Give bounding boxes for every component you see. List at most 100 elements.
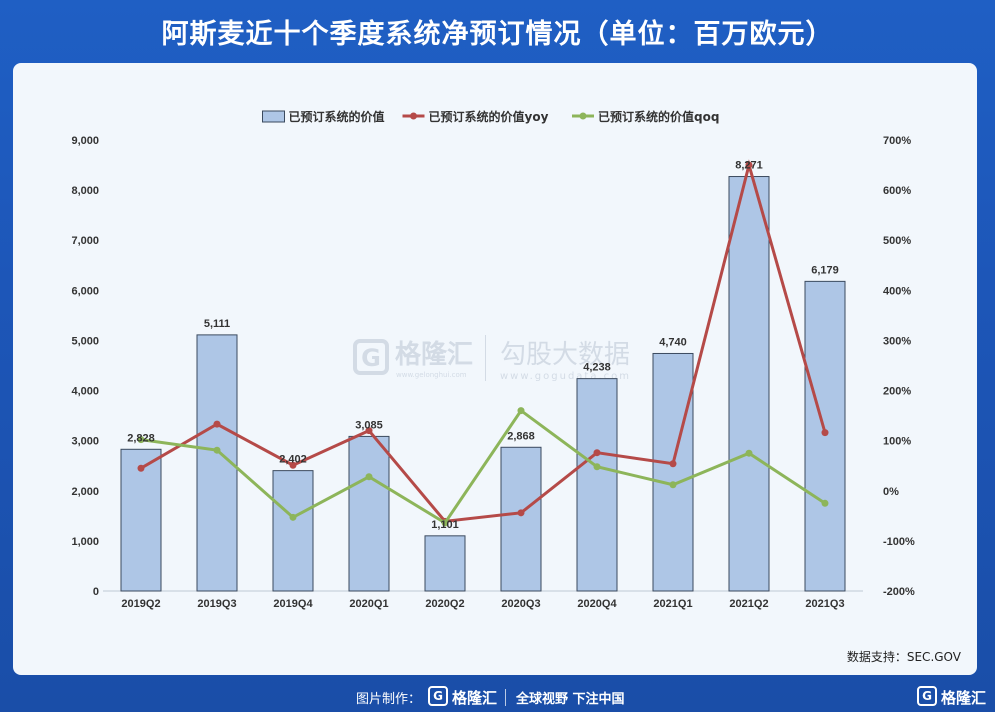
x-tick-label: 2021Q2: [729, 598, 768, 610]
footer: 图片制作： G 格隆汇 全球视野 下注中国 G 格隆汇: [0, 683, 995, 712]
legend-swatch-point: [410, 112, 417, 120]
y-left-tick-label: 8,000: [71, 185, 99, 197]
watermark-brand-url: www.gelonghui.com: [396, 371, 467, 379]
y-right-tick-label: 600%: [883, 185, 911, 197]
legend-label: 已预订系统的价值qoq: [598, 109, 719, 124]
line-series: [137, 159, 829, 527]
series-point: [669, 460, 677, 468]
data-source: 数据支持：SEC.GOV: [846, 650, 961, 664]
series-point: [365, 427, 373, 435]
watermark-partner: 勾股大数据: [500, 340, 630, 370]
bar-value-label: 5,111: [204, 318, 230, 330]
watermark-logo-letter: G: [361, 344, 381, 372]
bar: [424, 535, 466, 592]
bar-value-label: 6,179: [811, 264, 839, 276]
series-point: [137, 464, 145, 472]
series-point: [213, 420, 221, 428]
series-point: [137, 436, 145, 444]
bar-value-label: 3,085: [355, 419, 383, 431]
bar-value-label: 4,238: [583, 362, 611, 374]
chart-panel: G 格隆汇 www.gelonghui.com 勾股大数据 www.goguda…: [13, 63, 977, 675]
series-point: [289, 513, 297, 521]
chart-svg: G 格隆汇 www.gelonghui.com 勾股大数据 www.goguda…: [71, 109, 915, 610]
legend-label: 已预订系统的价值yoy: [429, 109, 549, 124]
x-tick-label: 2020Q1: [349, 598, 388, 610]
x-tick-label: 2020Q3: [501, 598, 540, 610]
y-right-tick-label: -100%: [883, 536, 915, 548]
x-tick-label: 2019Q3: [197, 598, 236, 610]
series-point: [441, 519, 449, 527]
y-left-tick-label: 6,000: [71, 285, 99, 297]
bar: [804, 280, 846, 592]
y-right-tick-label: -200%: [883, 586, 915, 598]
series-point: [593, 449, 601, 457]
y-right-tick-label: 300%: [883, 335, 911, 347]
legend-swatch-point: [579, 112, 587, 120]
series-point: [365, 473, 373, 481]
series-point: [593, 463, 601, 471]
bar: [500, 446, 542, 592]
y-right-tick-label: 500%: [883, 235, 911, 247]
bar-series: [120, 176, 846, 592]
watermark-separator: [485, 335, 486, 381]
series-point: [669, 481, 677, 489]
x-tick-label: 2019Q2: [121, 598, 160, 610]
legend-swatch-bar: [262, 110, 285, 123]
x-tick-label: 2019Q4: [273, 598, 313, 610]
legend-label: 已预订系统的价值: [289, 109, 385, 124]
footer-slogan: 全球视野 下注中国: [516, 692, 625, 707]
y-left-tick-label: 3,000: [71, 436, 99, 448]
y-right-tick-label: 400%: [883, 285, 911, 297]
bar: [728, 176, 770, 592]
chart-axes: 0 1,000 2,000 3,000 4,000 5,000 6,000 7,000 8,00…: [71, 135, 915, 610]
watermark-partner-url: www.gogudata.com: [500, 371, 631, 382]
x-tick-label: 2020Q2: [425, 598, 464, 610]
corner-brand: 格隆汇: [941, 689, 987, 707]
y-right-tick-label: 0%: [883, 486, 899, 498]
y-left-tick-label: 5,000: [71, 335, 99, 347]
x-tick-label: 2020Q4: [577, 598, 617, 610]
bar-value-label: 1,101: [431, 519, 459, 531]
bar: [272, 470, 314, 592]
footer-brand: 格隆汇: [452, 689, 498, 707]
y-right-tick-label: 200%: [883, 386, 911, 398]
bar-value-label: 2,402: [279, 454, 307, 466]
series-line: [140, 159, 827, 523]
series-point: [213, 446, 221, 454]
watermark: G 格隆汇 www.gelonghui.com 勾股大数据 www.goguda…: [353, 335, 631, 382]
watermark-brand: 格隆汇: [395, 339, 473, 370]
series-point: [517, 509, 525, 517]
y-left-tick-label: 4,000: [71, 386, 99, 398]
series-point: [289, 461, 297, 469]
bar: [120, 448, 162, 592]
bar-value-label: 2,828: [127, 432, 155, 444]
y-right-tick-label: 100%: [883, 436, 911, 448]
chart-legend: 已预订系统的价值 已预订系统的价值yoy 已预订系统的价值qoq: [262, 109, 719, 124]
bar-value-label: 8,271: [735, 160, 763, 172]
x-tick-label: 2021Q1: [653, 598, 692, 610]
y-left-tick-label: 9,000: [71, 135, 99, 147]
bar-value-label: 2,868: [507, 430, 535, 442]
watermark-logo-box: [353, 339, 389, 375]
series-point: [517, 407, 525, 415]
bar-value-label: 4,740: [659, 336, 687, 348]
footer-credit: 图片制作：: [356, 692, 422, 707]
brand-logo-icon: G: [428, 686, 448, 706]
series-point: [745, 161, 753, 169]
y-left-tick-label: 2,000: [71, 486, 99, 498]
series-point: [821, 499, 829, 507]
y-left-tick-label: 7,000: [71, 235, 99, 247]
bar: [652, 352, 694, 592]
y-left-tick-label: 0: [93, 586, 99, 598]
series-point: [821, 429, 829, 437]
x-tick-label: 2021Q3: [805, 598, 844, 610]
series-line: [140, 408, 826, 525]
bar: [576, 378, 618, 592]
footer-divider: [505, 689, 506, 706]
y-right-tick-label: 700%: [883, 135, 911, 147]
data-labels: 2,828 5,111 2,402 3,085 1,101 2,868 4,238 4,740…: [127, 160, 839, 531]
y-left-tick-label: 1,000: [71, 536, 99, 548]
chart-title: 阿斯麦近十个季度系统净预订情况（单位：百万欧元）: [161, 19, 834, 50]
bar: [348, 435, 390, 592]
corner-logo-icon: G: [917, 686, 937, 706]
